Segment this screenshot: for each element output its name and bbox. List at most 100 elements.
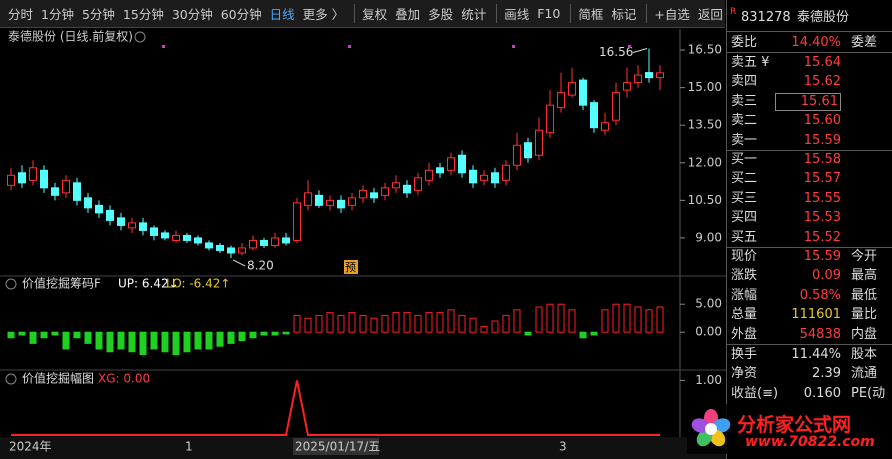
- date-highlight: [293, 438, 379, 455]
- bar: [139, 331, 147, 356]
- bar: [359, 314, 367, 333]
- bar: [392, 312, 400, 333]
- bar: [502, 314, 510, 333]
- row-value: 15.58: [803, 152, 841, 167]
- candle-body: [359, 189, 367, 199]
- row-label: 买二: [731, 171, 758, 187]
- row-value: 111601: [791, 307, 841, 323]
- bar: [84, 331, 92, 344]
- toolbar-button[interactable]: 15分钟: [122, 7, 164, 22]
- row-label-2: 最高: [851, 268, 878, 284]
- marker: 预: [345, 261, 356, 274]
- pane-icon: [134, 31, 146, 43]
- toolbar-button[interactable]: 返回: [697, 7, 723, 22]
- pane-icon: [5, 373, 17, 385]
- bar: [403, 312, 411, 333]
- row-label: 收益(≡): [731, 385, 779, 401]
- bar: [183, 331, 191, 353]
- toolbar: 分时 1分钟 5分钟 15分钟 30分钟 60分钟 日线 更多 〉复权 叠加 多股 统计 画线 F10 简…: [0, 0, 725, 28]
- logo-center: [705, 423, 717, 435]
- candle-body: [480, 174, 488, 181]
- candle-body: [535, 129, 543, 156]
- candle-body: [546, 104, 554, 134]
- toolbar-button[interactable]: 60分钟: [220, 7, 262, 22]
- legend-xg: XG: 0.00: [98, 372, 150, 386]
- y-tick-label: 10.50: [688, 193, 722, 207]
- toolbar-button[interactable]: 标记: [611, 7, 637, 22]
- candle-body: [271, 237, 279, 246]
- toolbar-button[interactable]: 简框: [570, 4, 607, 23]
- toolbar-button[interactable]: 30分钟: [171, 7, 213, 22]
- candle-body: [315, 194, 323, 206]
- bar: [249, 331, 257, 339]
- row-value: 15.55: [803, 190, 841, 206]
- candle-body: [172, 234, 180, 241]
- row-value: 2.39: [812, 366, 841, 382]
- toolbar-button[interactable]: F10: [537, 6, 561, 21]
- row-value: 15.57: [803, 171, 841, 187]
- toolbar-button[interactable]: 日线: [269, 7, 295, 22]
- bar: [117, 331, 125, 350]
- candle-body: [579, 79, 587, 106]
- bar: [205, 331, 213, 350]
- toolbar-button[interactable]: +自选: [646, 4, 693, 23]
- logo-petal: [691, 418, 710, 433]
- bar: [458, 314, 466, 333]
- candle-body: [139, 222, 147, 231]
- max-arrow: [632, 48, 648, 54]
- toolbar-button[interactable]: 多股: [428, 7, 454, 22]
- stat-row: 现价 15.59 今开: [731, 247, 889, 266]
- bar: [425, 312, 433, 333]
- row-value: 0.58%: [799, 287, 841, 303]
- bar: [436, 312, 444, 333]
- toolbar-button[interactable]: 统计: [461, 7, 487, 22]
- y-tick-label: 5.00: [695, 297, 722, 311]
- candle-body: [337, 199, 345, 209]
- toolbar-button[interactable]: 分时: [8, 7, 34, 22]
- watermark: 分析家公式网 www.70822.com: [687, 404, 892, 454]
- toolbar-button[interactable]: 5分钟: [81, 7, 115, 22]
- candle-body: [425, 169, 433, 181]
- candle-body: [84, 197, 92, 209]
- candle-body: [414, 177, 422, 191]
- toolbar-button[interactable]: 1分钟: [41, 7, 74, 22]
- watermark-title: 分析家公式网: [737, 414, 852, 436]
- candle-body: [304, 192, 312, 206]
- row-label-2: PE(动: [851, 385, 886, 401]
- toolbar-button[interactable]: 复权: [354, 4, 391, 23]
- chart-title: 泰德股份 (日线.前复权): [8, 29, 133, 44]
- stock-name: 泰德股份: [797, 10, 850, 25]
- stat-row: 外盘 54838 内盘: [731, 325, 889, 344]
- bar: [227, 331, 235, 344]
- pane-title: 价值挖掘幅图: [22, 371, 94, 386]
- row-value: 15.60: [803, 113, 841, 129]
- row-value: 11.44%: [791, 347, 841, 362]
- candle-body: [40, 169, 48, 189]
- stat-row: 总量 111601 量比: [731, 305, 889, 324]
- buy-row: 买二 15.57: [731, 169, 889, 188]
- bar: [381, 314, 389, 333]
- candle-body: [238, 247, 246, 254]
- bar: [337, 314, 345, 333]
- bar: [271, 331, 279, 336]
- max-label: 16.56: [599, 45, 633, 59]
- candle-body: [183, 234, 191, 241]
- pane-icon: [5, 278, 17, 290]
- signal-dot: [348, 45, 351, 48]
- candle-body: [392, 182, 400, 189]
- bar: [95, 331, 103, 350]
- bar: [480, 326, 488, 333]
- badge: R: [730, 7, 737, 17]
- row-label: 卖一: [731, 132, 758, 148]
- sell-row: 卖一 15.59: [731, 131, 889, 150]
- row-value: 15.52: [803, 229, 841, 245]
- y-tick-label: 12.00: [688, 155, 722, 169]
- toolbar-button[interactable]: 画线: [496, 4, 533, 23]
- candle-body: [282, 237, 290, 244]
- row-value: 15.59: [803, 132, 841, 148]
- toolbar-button[interactable]: 叠加: [395, 7, 421, 22]
- bar: [315, 314, 323, 333]
- row-value: 15.64: [803, 55, 841, 70]
- row-label-2: 内盘: [851, 326, 878, 342]
- toolbar-button[interactable]: 更多 〉: [302, 7, 345, 22]
